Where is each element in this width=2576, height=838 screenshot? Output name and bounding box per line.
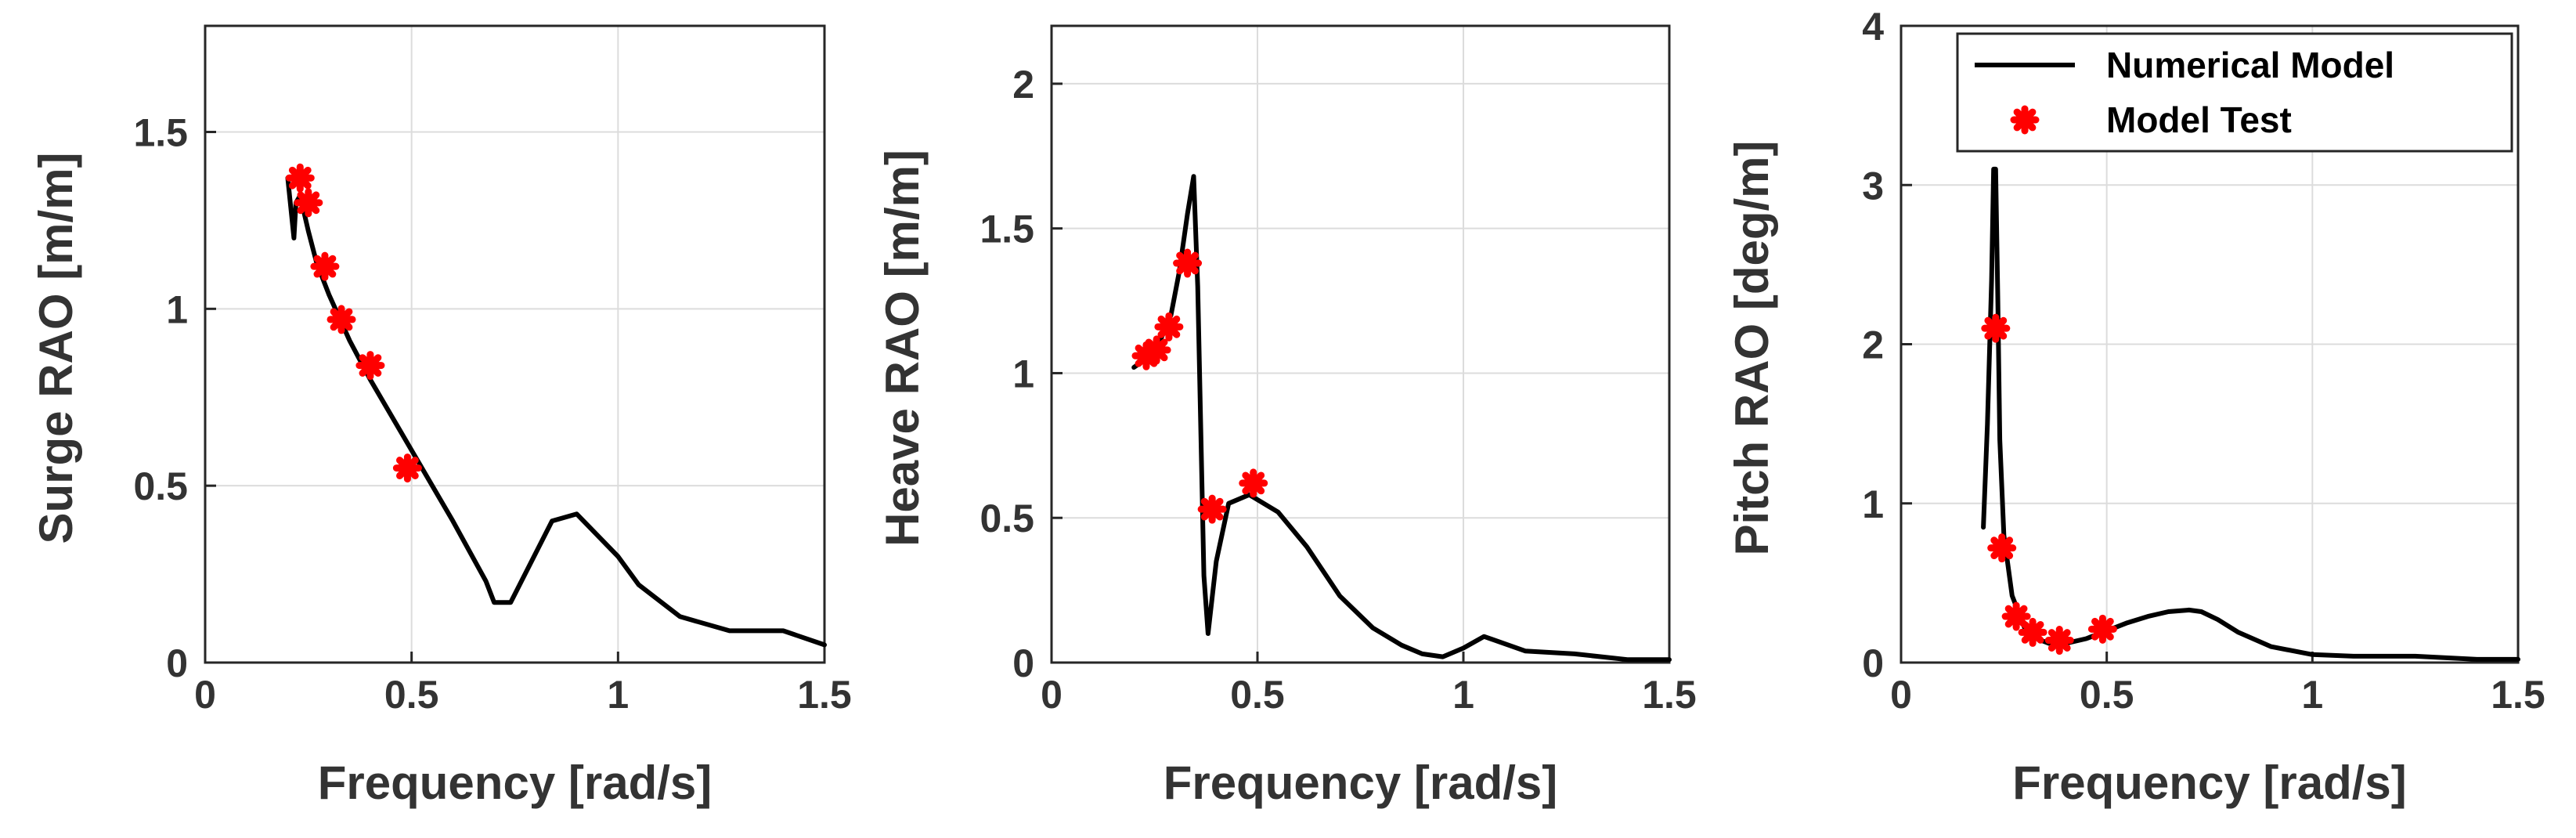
- pitch-rao-x-tick-label-3: 1.5: [2491, 673, 2545, 717]
- surge-rao-model-test-point-1: [294, 188, 323, 218]
- surge-rao-model-test-point-3: [327, 305, 356, 334]
- legend-marker-swatch: [2010, 105, 2040, 135]
- surge-rao-x-tick-label-0: 0: [194, 673, 216, 717]
- surge-rao-model-test-point-2: [310, 251, 340, 281]
- legend-label-1: Model Test: [2106, 99, 2292, 140]
- pitch-rao-model-test-point-2: [2001, 601, 2031, 631]
- surge-rao-model-test-point-4: [355, 351, 385, 381]
- pitch-rao-model-test-point-1: [1987, 533, 2017, 563]
- surge-rao-model-test-point-0: [285, 163, 315, 193]
- heave-rao-panel: 0 0.5 1 1.5 0 0.5 1 1.5 2 Frequency [rad/s] Heave …: [876, 24, 1697, 809]
- pitch-rao-y-axis-label: Pitch RAO [deg/m]: [1726, 140, 1778, 555]
- heave-rao-y-tick-label-1: 0.5: [980, 497, 1034, 540]
- pitch-rao-x-tick-label-2: 1: [2301, 673, 2323, 717]
- legend: Numerical Model Model Test: [1956, 32, 2513, 153]
- heave-rao-x-tick-label-0: 0: [1041, 673, 1063, 717]
- pitch-rao-model-test-point-0: [1981, 313, 2011, 343]
- pitch-rao-model-test-point-4: [2044, 626, 2074, 656]
- heave-rao-y-tick-label-4: 2: [1012, 63, 1034, 107]
- surge-rao-model-test-markers: [285, 163, 422, 483]
- surge-rao-axes-frame: [204, 24, 826, 664]
- heave-rao-axes-frame: [1050, 24, 1671, 664]
- heave-rao-model-test-point-2: [1154, 312, 1184, 341]
- pitch-rao-y-tick-label-0: 0: [1862, 641, 1884, 685]
- heave-rao-y-axis-label: Heave RAO [m/m]: [876, 150, 929, 547]
- heave-rao-model-test-point-3: [1173, 248, 1203, 278]
- surge-rao-x-tick-label-2: 1: [607, 673, 629, 717]
- pitch-rao-x-axis-label: Frequency [rad/s]: [2012, 757, 2406, 809]
- surge-rao-y-tick-label-0: 0: [166, 641, 188, 685]
- surge-rao-y-tick-label-1: 0.5: [133, 464, 188, 508]
- legend-label-0: Numerical Model: [2106, 45, 2394, 85]
- pitch-rao-y-tick-label-4: 4: [1862, 5, 1884, 49]
- heave-rao-x-tick-label-1: 0.5: [1230, 673, 1285, 717]
- surge-rao-x-axis-label: Frequency [rad/s]: [318, 757, 712, 809]
- heave-rao-y-tick-label-3: 1.5: [980, 208, 1034, 251]
- surge-rao-x-tick-label-3: 1.5: [797, 673, 852, 717]
- surge-rao-numerical-model-line: [285, 175, 827, 648]
- heave-rao-model-test-point-1: [1142, 335, 1171, 365]
- surge-rao-y-tick-label-2: 1: [166, 287, 188, 331]
- heave-rao-y-tick-label-2: 1: [1012, 352, 1034, 396]
- pitch-rao-panel: 0 0.5 1 1.5 0 1 2 3 4 Frequency [rad/s] Pitch RAO …: [1726, 5, 2545, 809]
- heave-rao-x-tick-label-2: 1: [1452, 673, 1474, 717]
- surge-rao-y-tick-label-3: 1.5: [133, 111, 188, 155]
- pitch-rao-y-tick-label-3: 3: [1862, 164, 1884, 208]
- heave-rao-y-tick-label-0: 0: [1012, 641, 1034, 685]
- pitch-rao-y-tick-label-1: 1: [1862, 482, 1884, 526]
- pitch-rao-y-tick-label-2: 2: [1862, 323, 1884, 367]
- pitch-rao-x-tick-label-1: 0.5: [2080, 673, 2134, 717]
- pitch-rao-model-test-point-3: [2018, 617, 2047, 647]
- heave-rao-model-test-point-4: [1197, 494, 1227, 524]
- heave-rao-model-test-markers: [1131, 248, 1268, 524]
- heave-rao-x-tick-label-3: 1.5: [1642, 673, 1697, 717]
- pitch-rao-model-test-markers: [1981, 313, 2117, 656]
- heave-rao-model-test-point-5: [1239, 468, 1268, 498]
- surge-rao-panel: 0 0.5 1 1.5 0 0.5 1 1.5 Frequency [rad/s] Surge R…: [30, 24, 852, 809]
- legend-box: [1956, 32, 2513, 153]
- pitch-rao-model-test-point-5: [2087, 614, 2117, 644]
- surge-rao-plot-area: [205, 26, 824, 663]
- surge-rao-y-axis-label: Surge RAO [m/m]: [30, 152, 82, 544]
- surge-rao-x-tick-label-1: 0.5: [384, 673, 439, 717]
- pitch-rao-x-tick-label-0: 0: [1890, 673, 1912, 717]
- surge-rao-model-test-point-5: [392, 453, 422, 483]
- heave-rao-x-axis-label: Frequency [rad/s]: [1164, 757, 1557, 809]
